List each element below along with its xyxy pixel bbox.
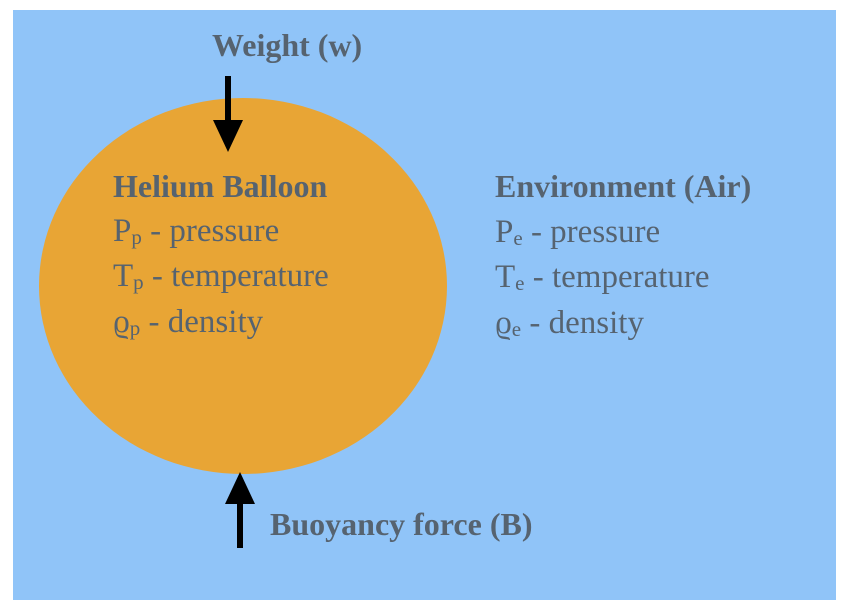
environment-pressure: Pe - pressure	[495, 214, 661, 250]
balloon-temperature: Tp - temperature	[113, 258, 329, 294]
environment-title: Environment (Air)	[495, 168, 752, 204]
weight-label: Weight (w)	[212, 27, 363, 63]
buoyancy-label: Buoyancy force (B)	[270, 506, 533, 542]
balloon-density: ϱp - density	[113, 304, 264, 340]
environment-density: ϱe - density	[495, 305, 644, 341]
buoyancy-arrow-icon	[225, 472, 255, 548]
environment-temperature: Te - temperature	[495, 259, 710, 295]
balloon-pressure: Pp - pressure	[113, 213, 280, 249]
balloon-title: Helium Balloon	[113, 168, 328, 204]
diagram-canvas: Weight (w) Helium Balloon Pp - pressure …	[13, 10, 836, 600]
helium-balloon-circle	[39, 98, 447, 474]
weight-arrow-icon	[213, 76, 243, 152]
